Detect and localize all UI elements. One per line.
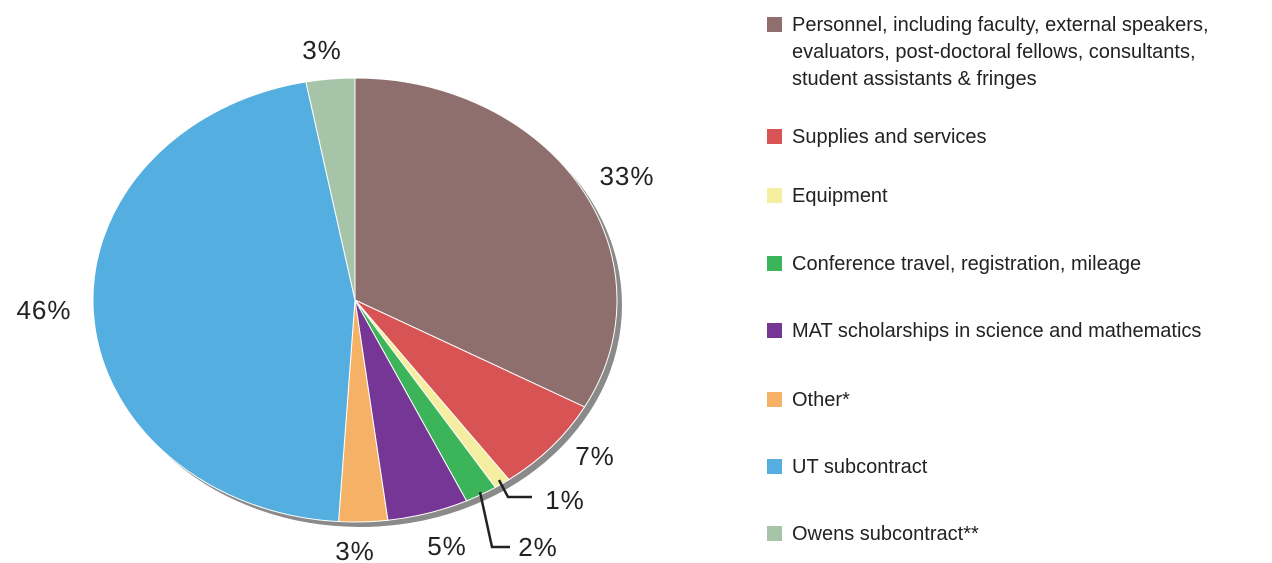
slice-label: 5% [427, 531, 467, 561]
legend-swatch [767, 459, 782, 474]
slice-label: 3% [335, 536, 375, 563]
legend-swatch [767, 17, 782, 32]
legend-item: Conference travel, registration, mileage [767, 251, 1141, 278]
slice-label: 7% [575, 441, 615, 471]
pie-slice [354, 77, 618, 408]
slice-label: 33% [599, 161, 654, 191]
legend-swatch [767, 188, 782, 203]
legend-item: Owens subcontract** [767, 521, 979, 548]
slice-label: 2% [518, 532, 558, 562]
legend-label: Owens subcontract** [792, 523, 979, 545]
slice-label: 46% [16, 295, 71, 325]
legend-label: Other* [792, 389, 850, 411]
legend-swatch [767, 129, 782, 144]
legend: Personnel, including faculty, external s… [767, 0, 1272, 563]
pie-slice [92, 81, 356, 523]
leader-line [478, 491, 510, 549]
legend-label: Equipment [792, 185, 888, 207]
legend-label: Conference travel, registration, mileage [792, 253, 1142, 275]
pie-slice [354, 299, 586, 481]
legend-item: UT subcontract [767, 454, 927, 481]
slice-label: 3% [302, 35, 342, 65]
slice-label: 1% [545, 485, 585, 515]
legend-item: Personnel, including faculty, external s… [767, 12, 1232, 93]
legend-label: MAT scholarships in science and mathemat… [792, 320, 1202, 342]
legend-swatch [767, 526, 782, 541]
legend-label: UT subcontract [792, 456, 928, 478]
legend-label: Personnel, including faculty, external s… [792, 14, 1209, 90]
pie-chart: 33% 7% 1% 2% 5% 3% 46% 3% [16, 35, 654, 563]
legend-item: MAT scholarships in science and mathemat… [767, 318, 1201, 345]
legend-item: Equipment [767, 183, 888, 210]
pie-slice [305, 77, 356, 301]
legend-item: Supplies and services [767, 124, 987, 151]
legend-swatch [767, 392, 782, 407]
leader-line [497, 479, 532, 499]
legend-item: Other* [767, 387, 850, 414]
legend-swatch [767, 256, 782, 271]
legend-swatch [767, 323, 782, 338]
legend-label: Supplies and services [792, 126, 987, 148]
